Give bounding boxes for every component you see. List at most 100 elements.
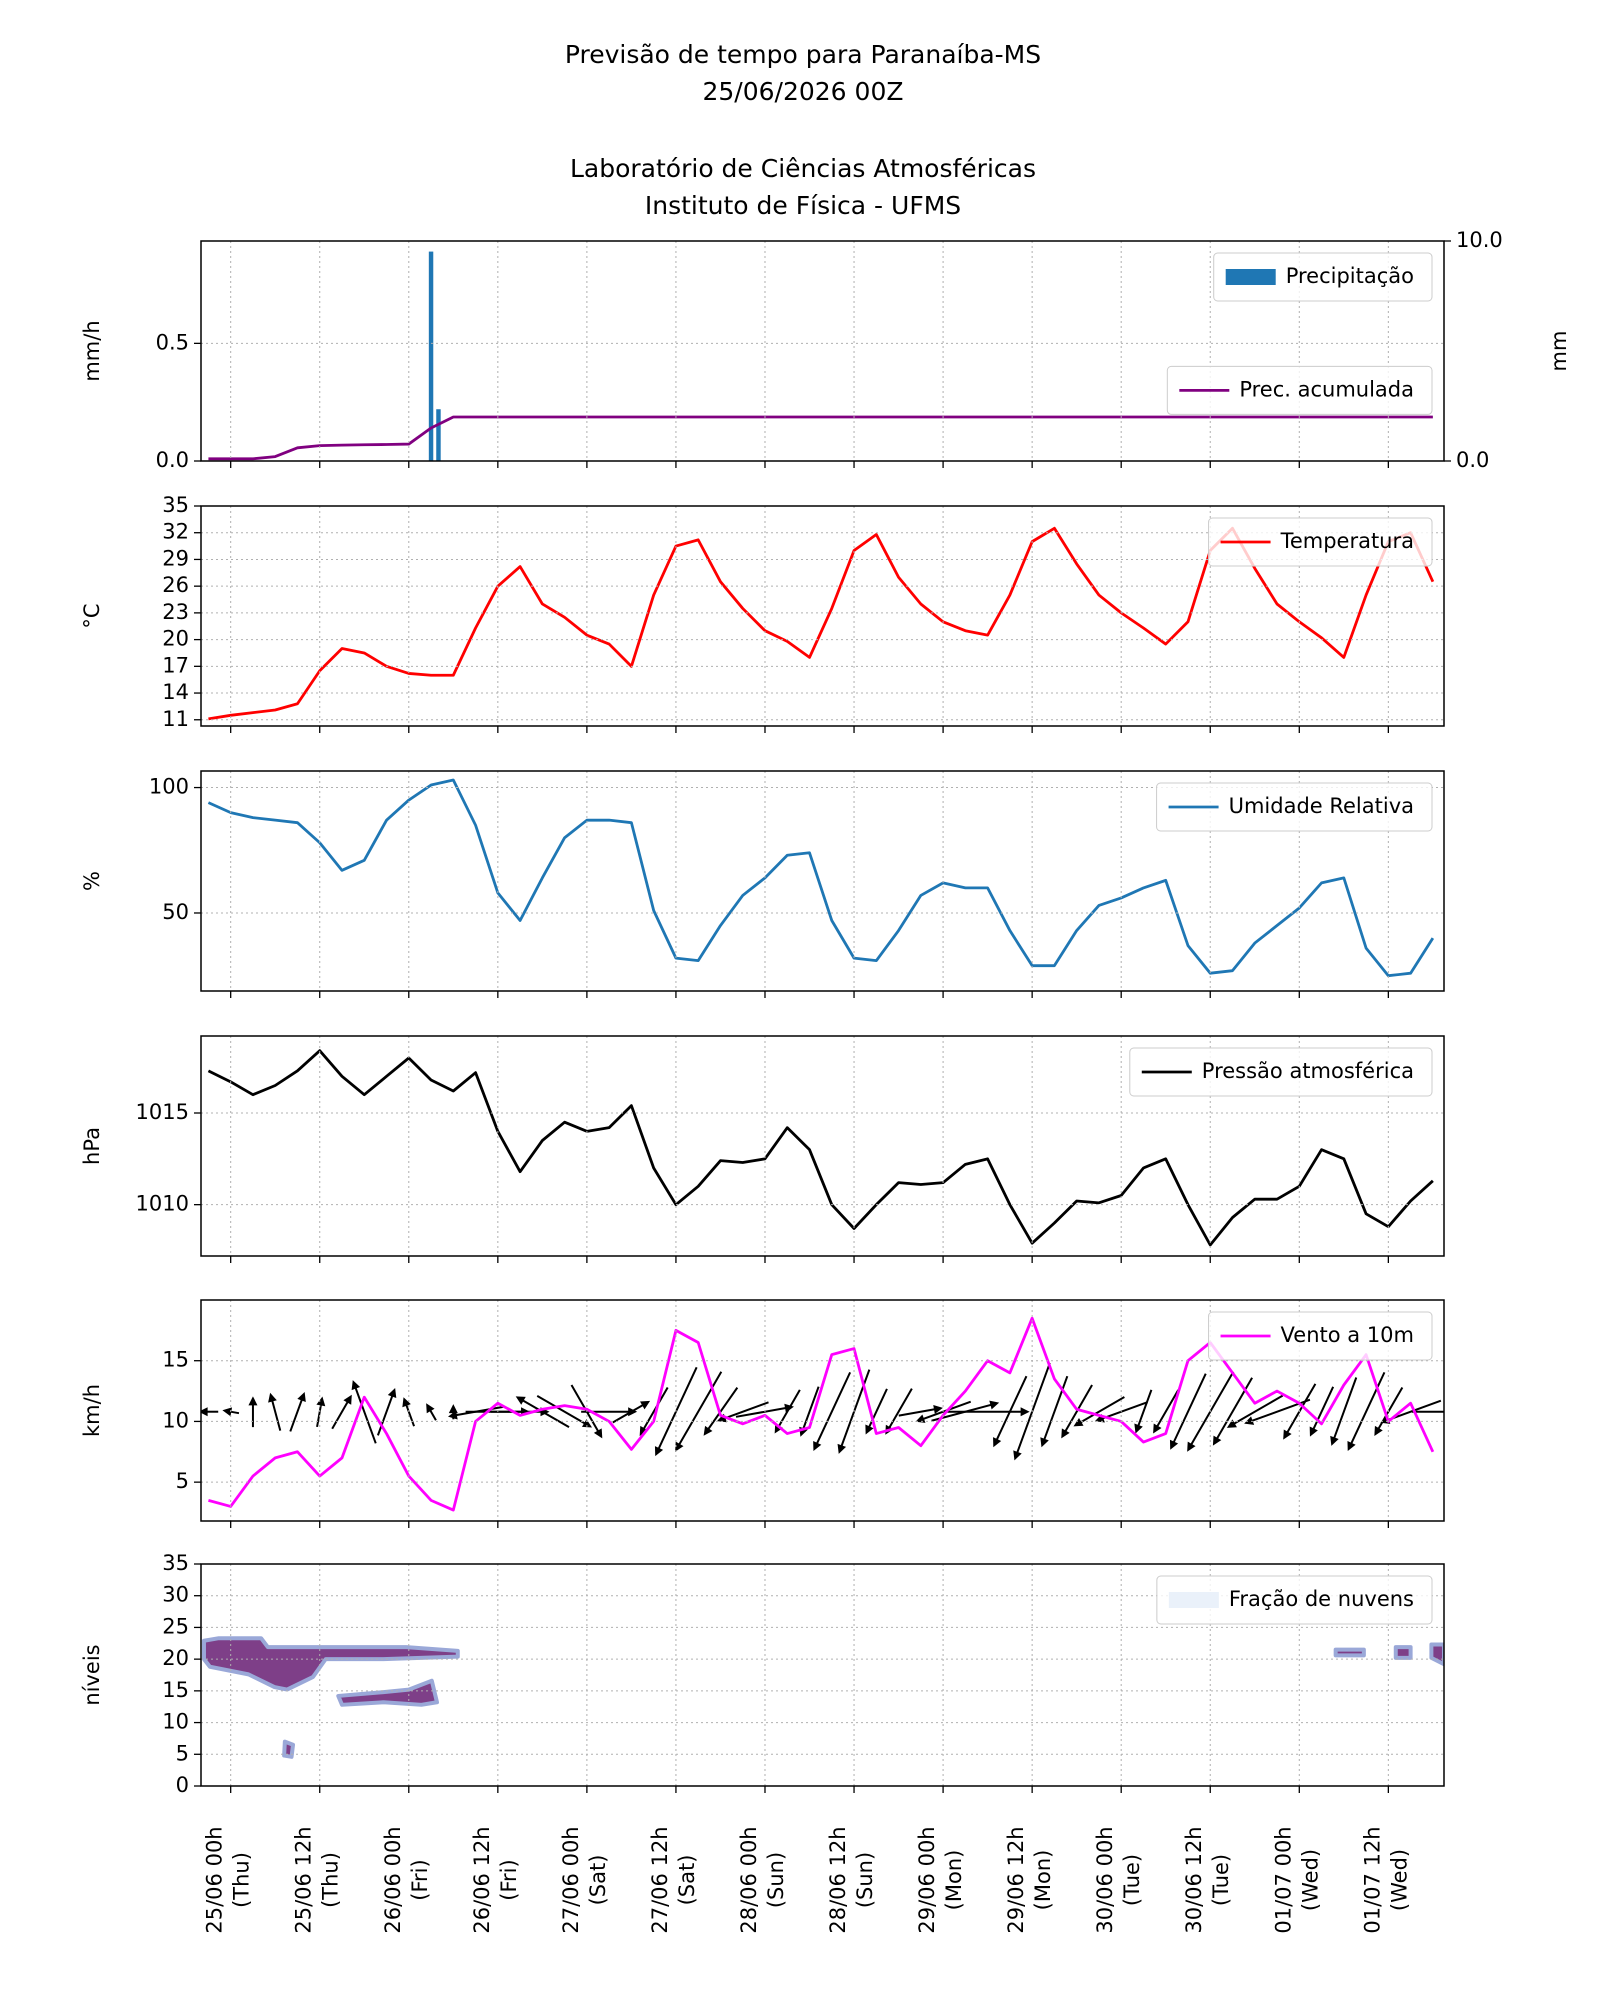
bar	[428, 251, 434, 461]
x-tick-label: 27/06 00h (Sat)	[559, 1826, 610, 1933]
y-tick-label: 50	[162, 900, 189, 924]
y-tick-label: 30	[162, 1583, 189, 1607]
wind-arrow-head	[248, 1396, 258, 1406]
wind-arrow-head	[1283, 1429, 1292, 1440]
y-tick-label: 20	[162, 1646, 189, 1670]
x-tick-label: 27/06 12h (Sat)	[648, 1826, 699, 1933]
wind-arrow	[1169, 1373, 1207, 1450]
plot-area	[207, 1049, 1434, 1247]
y-tick-label: 5	[176, 1469, 189, 1493]
wind-arrow-shaft	[1154, 1389, 1180, 1430]
x-tick-label: 01/07 00h (Wed)	[1271, 1826, 1322, 1933]
x-tick-label: 28/06 00h (Sun)	[737, 1826, 788, 1933]
x-tick-label: 25/06 00h (Thu)	[203, 1826, 254, 1933]
wind-arrow	[1040, 1375, 1069, 1448]
bar	[436, 409, 441, 461]
legend: Umidade Relativa	[1156, 782, 1433, 832]
plot-area	[207, 778, 1435, 978]
subtitle: Laboratório de Ciências Atmosféricas	[570, 154, 1036, 183]
wind-arrow-head	[297, 1391, 306, 1402]
y-axis-label: hPa	[80, 1127, 104, 1165]
wind-arrow-shaft	[676, 1371, 723, 1448]
wind-arrow-head	[593, 1428, 603, 1439]
wind-arrow	[426, 1403, 437, 1421]
wind-arrow-shaft	[519, 1398, 570, 1428]
wind-arrow-shaft	[1376, 1386, 1404, 1432]
wind-arrow	[222, 1407, 240, 1417]
wind-arrow-head	[1187, 1441, 1196, 1452]
wind-arrow-head	[675, 1441, 684, 1452]
y-tick-label: 5	[176, 1741, 189, 1765]
legend-label: Vento a 10m	[1281, 1323, 1414, 1347]
wind-arrow	[675, 1371, 723, 1452]
wind-arrow	[1330, 1377, 1358, 1446]
wind-arrow-shaft	[814, 1371, 852, 1447]
wind-arrow	[376, 1388, 397, 1436]
wind-arrow-shaft	[316, 1401, 323, 1428]
wind-arrow-head	[1244, 1416, 1255, 1425]
wind-arrow-head	[343, 1394, 352, 1405]
wind-arrow	[898, 1404, 943, 1417]
wind-arrow	[945, 1407, 1030, 1417]
wind-arrow	[316, 1396, 326, 1428]
line	[208, 1316, 1435, 1512]
wind-arrow-head	[1347, 1440, 1356, 1452]
wind-arrow-shaft	[867, 1388, 888, 1431]
wind-arrow-head	[654, 1446, 664, 1457]
wind-arrow-shaft	[656, 1366, 698, 1452]
wind-arrow-shaft	[801, 1386, 820, 1432]
wind-arrow	[268, 1392, 282, 1431]
x-tick-label: 29/06 12h (Mon)	[1004, 1826, 1055, 1933]
wind-arrow	[1073, 1396, 1125, 1427]
wind-arrow-head	[1134, 1423, 1143, 1434]
cloud-patch	[1333, 1647, 1366, 1658]
wind-arrow-head	[639, 1425, 649, 1436]
legend: Temperatura	[1208, 517, 1433, 567]
wind-arrow-shaft	[536, 1395, 588, 1426]
wind-arrow-head	[993, 1437, 1002, 1448]
cloud-patch	[1429, 1642, 1444, 1667]
wind-arrow-head	[1020, 1407, 1030, 1417]
y-tick-label: 20	[162, 627, 189, 651]
y-tick-label: 1015	[136, 1100, 189, 1124]
wind-arrow-head	[837, 1443, 847, 1454]
y-tick-label: 10	[162, 1408, 189, 1432]
wind-arrow-head	[402, 1397, 411, 1408]
wind-arrow-head	[1374, 1425, 1383, 1436]
wind-arrow-shaft	[1077, 1396, 1125, 1425]
legend-label: Pressão atmosférica	[1202, 1059, 1414, 1083]
wind-arrow-head	[915, 1414, 926, 1423]
wind-arrow-shaft	[612, 1402, 646, 1424]
wind-arrow	[331, 1394, 352, 1430]
cloud-patch	[282, 1739, 296, 1759]
wind-arrow-shaft	[898, 1407, 938, 1417]
plot-area	[201, 1316, 1444, 1512]
x-tick-label: 25/06 12h (Thu)	[292, 1826, 343, 1933]
axes-frame	[200, 1563, 1445, 1787]
x-tick-label: 26/06 00h (Fri)	[381, 1826, 432, 1933]
cloud-patch	[201, 1636, 460, 1692]
y-tick-label: 15	[162, 1678, 189, 1702]
legend: Precipitação	[1213, 252, 1433, 302]
y-tick-label: 0.0	[156, 448, 189, 472]
wind-arrow-shaft	[1136, 1389, 1153, 1429]
legend-box	[1129, 1047, 1433, 1097]
y-tick-label: 10	[162, 1710, 189, 1734]
wind-arrow-shaft	[1231, 1394, 1284, 1426]
legend: Vento a 10m	[1208, 1311, 1433, 1361]
wind-arrow-head	[387, 1388, 397, 1399]
wind-arrow-shaft	[1015, 1362, 1051, 1456]
wind-arrow-head	[1169, 1439, 1179, 1450]
wind-arrow-shaft	[1311, 1386, 1335, 1433]
wind-arrow-head	[222, 1407, 233, 1417]
axes-frame	[200, 505, 1445, 727]
wind-arrow-head	[268, 1392, 277, 1403]
wind-arrow-shaft	[887, 1388, 913, 1431]
axes-frame	[200, 240, 1445, 462]
x-tick-label: 30/06 12h (Tue)	[1182, 1826, 1233, 1933]
legend-swatch	[1168, 1592, 1219, 1608]
wind-arrow-shaft	[1171, 1373, 1207, 1446]
wind-arrow	[813, 1371, 852, 1452]
title: Previsão de tempo para Paranaíba-MS	[565, 40, 1041, 69]
y-tick-label: 100	[149, 775, 189, 799]
